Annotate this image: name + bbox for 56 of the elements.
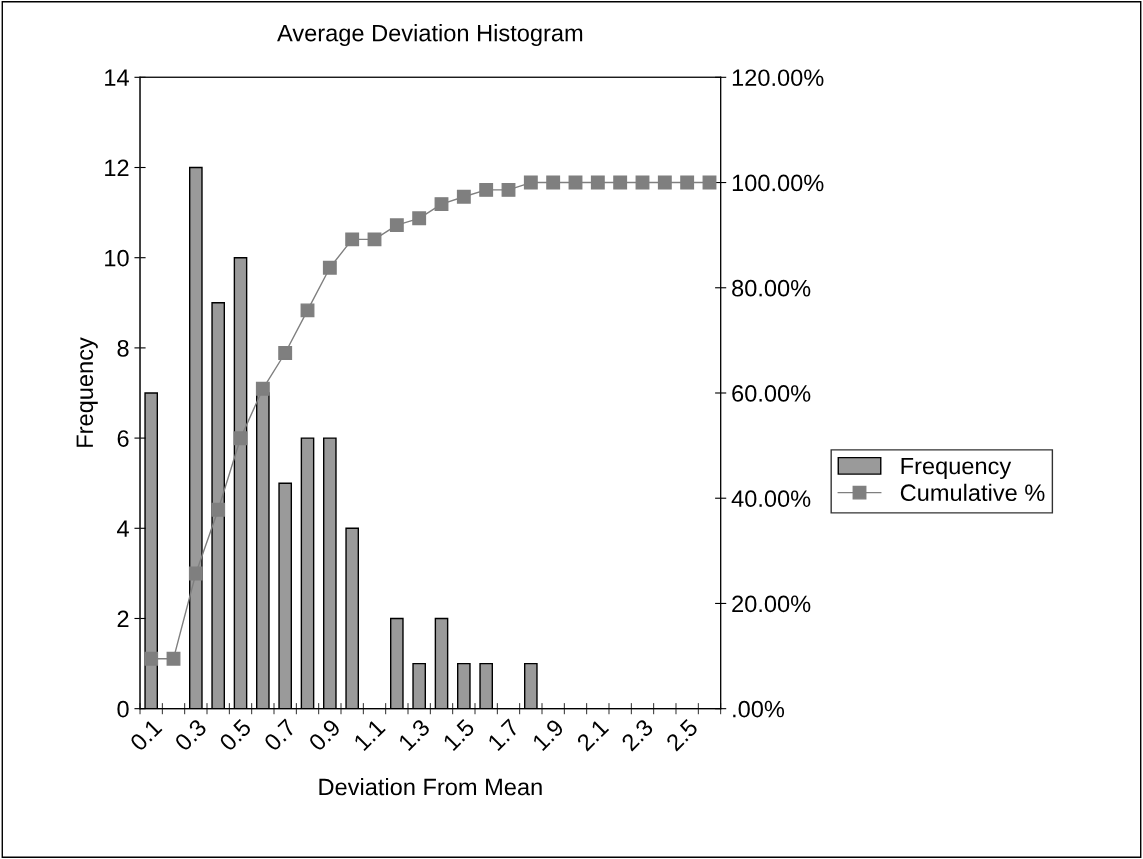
point (412, 211, 427, 226)
legend-label: Cumulative % (900, 483, 1045, 502)
point (456, 189, 471, 204)
y2-tick-label: 120.00% (732, 69, 824, 87)
point (546, 175, 561, 190)
x-tick-label: 0.3 (173, 718, 208, 752)
x-tick-label: 1.7 (487, 718, 520, 752)
y-tick-label: 4 (117, 520, 129, 537)
y-tick-label: 12 (105, 159, 129, 177)
point (188, 566, 203, 581)
point (233, 431, 248, 446)
x-tick-label: 0.1 (129, 718, 163, 752)
y-tick-label: 8 (117, 339, 129, 357)
x-tick-label: 1.5 (442, 718, 476, 752)
point (523, 175, 538, 190)
y-tick-label: 10 (105, 249, 129, 267)
x-tick-label: 1.1 (353, 718, 386, 752)
x-tick-label: 0.5 (218, 718, 253, 752)
y-tick-label: 2 (117, 610, 129, 628)
point (322, 260, 337, 275)
chart-title: Average Deviation Histogram (277, 24, 583, 47)
point (166, 651, 181, 666)
point (434, 197, 449, 212)
y2-tick-label: .00% (733, 700, 785, 718)
point (144, 651, 159, 666)
y-tick-label: 14 (105, 69, 129, 86)
y-axis-title: Frequency (76, 337, 98, 447)
point (680, 175, 695, 190)
y2-tick-label: 100.00% (732, 174, 824, 192)
y-tick-label: 0 (117, 700, 129, 718)
point (501, 182, 516, 197)
point (479, 182, 494, 197)
point (389, 218, 404, 233)
point (345, 232, 360, 247)
point (613, 175, 628, 190)
x-tick-label: 1.3 (397, 718, 431, 752)
point (278, 346, 293, 360)
y-tick-label: 6 (117, 430, 129, 447)
x-axis-title: Deviation From Mean (319, 778, 542, 796)
point (657, 175, 672, 190)
y2-tick-label: 80.00% (732, 279, 811, 297)
y2-tick-label: 60.00% (732, 385, 811, 402)
x-tick-label: 2.5 (665, 718, 699, 752)
point (590, 175, 605, 190)
point (211, 502, 226, 517)
x-tick-label: 2.1 (575, 718, 610, 752)
x-tick-label: 0.9 (307, 718, 342, 752)
x-tick-label: 1.9 (531, 718, 565, 752)
legend-label: Frequency (901, 457, 1012, 480)
x-tick-label: 2.3 (620, 718, 655, 752)
point (300, 303, 315, 318)
point (367, 232, 382, 247)
point (255, 381, 270, 396)
y2-tick-label: 40.00% (731, 490, 811, 508)
y2-tick-label: 20.00% (732, 595, 811, 613)
x-tick-label: 0.7 (263, 718, 297, 752)
